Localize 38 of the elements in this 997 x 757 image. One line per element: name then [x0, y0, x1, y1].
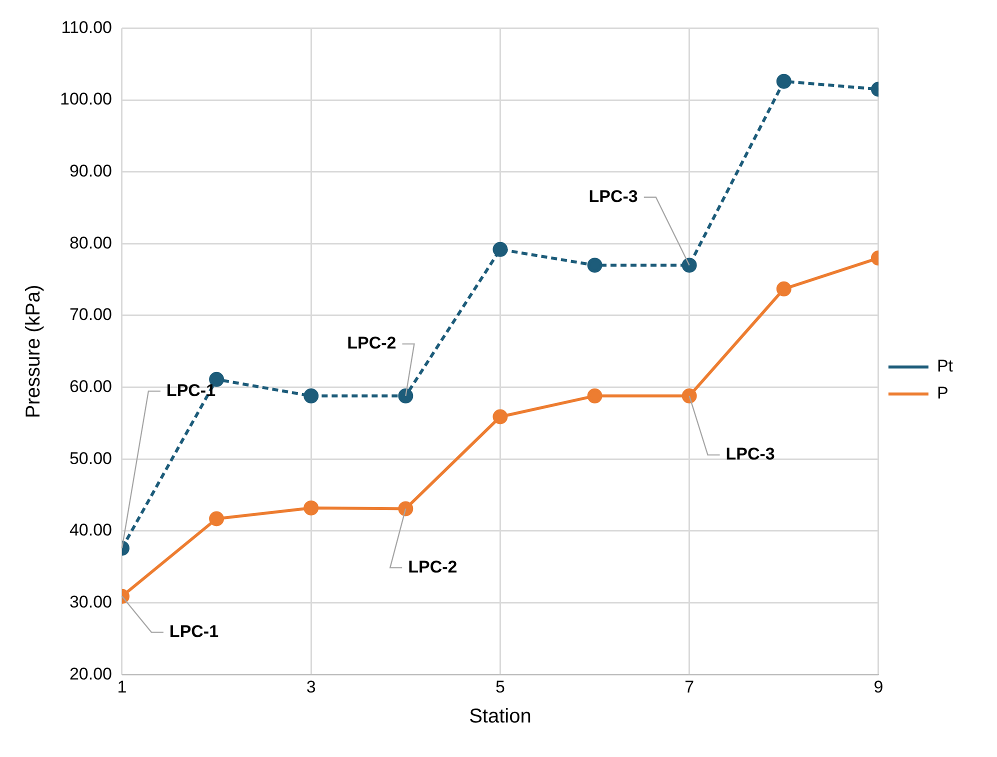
- point: [776, 74, 792, 89]
- point: [304, 388, 319, 404]
- point: [682, 388, 697, 404]
- point: [398, 501, 414, 516]
- point: [492, 409, 508, 424]
- point: [682, 258, 697, 273]
- point: [587, 258, 602, 273]
- x-axis-title: Station: [469, 706, 532, 728]
- y-tick-label: 40.00: [69, 520, 112, 540]
- x-tick-label: 3: [306, 677, 316, 696]
- x-tick-label: 7: [684, 677, 694, 696]
- annotation: LPC-2: [408, 557, 458, 576]
- y-tick-label: 20.00: [69, 664, 112, 684]
- y-tick-label: 70.00: [69, 305, 112, 324]
- point: [776, 281, 792, 296]
- point: [587, 388, 602, 404]
- y-axis-title: Pressure (kPa): [22, 284, 45, 418]
- annotation: LPC-1: [169, 622, 219, 641]
- x-tick-label: 5: [495, 677, 505, 696]
- y-tick-label: 80.00: [69, 233, 112, 252]
- legend-label: P: [936, 384, 948, 403]
- annotation: LPC-3: [726, 444, 775, 464]
- point: [304, 500, 319, 516]
- point: [492, 242, 508, 257]
- y-tick-label: 60.00: [69, 377, 112, 396]
- annotation: LPC-3: [588, 186, 638, 206]
- point: [209, 511, 224, 526]
- y-tick-label: 90.00: [69, 162, 112, 181]
- y-tick-label: 100.00: [60, 90, 112, 109]
- y-tick-label: 30.00: [69, 592, 112, 612]
- point: [398, 388, 414, 404]
- x-tick-label: 1: [117, 677, 127, 696]
- annotation: LPC-2: [347, 334, 396, 353]
- legend-label: Pt: [936, 356, 954, 376]
- annotation: LPC-1: [166, 380, 216, 400]
- y-tick-label: 50.00: [69, 448, 112, 468]
- x-tick-label: 9: [874, 677, 884, 696]
- y-tick-label: 110.00: [61, 18, 112, 37]
